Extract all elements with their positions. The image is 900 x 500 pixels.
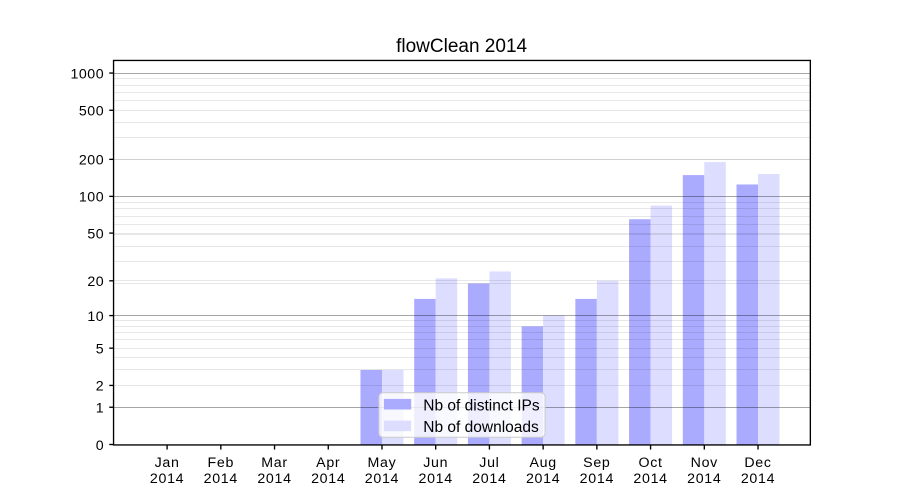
svg-text:Nb of distinct IPs: Nb of distinct IPs — [423, 397, 540, 414]
svg-text:Sep: Sep — [583, 455, 610, 471]
svg-text:2014: 2014 — [311, 471, 345, 487]
svg-text:2014: 2014 — [687, 471, 721, 487]
svg-text:500: 500 — [79, 104, 104, 120]
svg-text:2014: 2014 — [419, 471, 453, 487]
svg-text:2014: 2014 — [526, 471, 560, 487]
svg-text:100: 100 — [79, 190, 104, 206]
svg-text:Mar: Mar — [261, 455, 288, 471]
svg-text:2014: 2014 — [472, 471, 506, 487]
svg-text:2014: 2014 — [580, 471, 614, 487]
svg-text:Apr: Apr — [316, 455, 340, 471]
svg-text:Feb: Feb — [208, 455, 235, 471]
svg-text:Dec: Dec — [744, 455, 771, 471]
svg-text:Jan: Jan — [155, 455, 180, 471]
svg-text:200: 200 — [79, 153, 104, 169]
svg-text:1: 1 — [96, 401, 104, 417]
svg-text:Aug: Aug — [529, 455, 556, 471]
svg-text:10: 10 — [87, 309, 104, 325]
svg-text:2014: 2014 — [204, 471, 238, 487]
svg-text:5: 5 — [96, 341, 104, 357]
svg-text:2014: 2014 — [365, 471, 399, 487]
svg-text:Oct: Oct — [638, 455, 662, 471]
svg-text:Nov: Nov — [691, 455, 719, 471]
svg-text:Jun: Jun — [423, 455, 448, 471]
svg-text:2014: 2014 — [633, 471, 667, 487]
svg-text:flowClean 2014: flowClean 2014 — [396, 36, 527, 57]
svg-text:2014: 2014 — [257, 471, 291, 487]
svg-text:2014: 2014 — [741, 471, 775, 487]
svg-text:2014: 2014 — [150, 471, 184, 487]
svg-text:0: 0 — [96, 438, 104, 454]
svg-text:2: 2 — [96, 379, 104, 395]
svg-text:Nb of downloads: Nb of downloads — [423, 419, 539, 436]
svg-text:Jul: Jul — [479, 455, 499, 471]
svg-text:20: 20 — [87, 274, 104, 290]
svg-text:1000: 1000 — [71, 66, 105, 82]
svg-text:May: May — [368, 455, 397, 471]
svg-text:50: 50 — [87, 226, 104, 242]
